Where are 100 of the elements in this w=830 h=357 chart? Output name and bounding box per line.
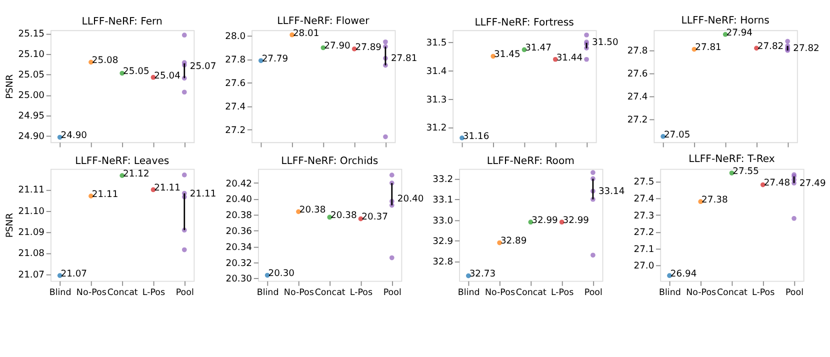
data-label: 24.90: [60, 130, 88, 142]
data-label: 21.11: [92, 188, 118, 200]
x-tick-label: No-Pos: [284, 288, 314, 298]
y-tick-label: 27.3: [634, 210, 654, 222]
y-tick-label: 20.30: [226, 274, 252, 285]
x-tick-label: L-Pos: [550, 288, 574, 298]
data-label: 31.44: [556, 52, 583, 64]
annotation: 27.82: [793, 42, 820, 54]
data-label: 27.81: [695, 42, 722, 54]
x-tick-label: L-Pos: [142, 288, 166, 298]
y-tick-label: 20.34: [226, 242, 252, 253]
x-tick-label: Pool: [176, 288, 194, 298]
y-axis-title: PSNR: [4, 212, 16, 238]
x-tick-label: L-Pos: [752, 288, 776, 298]
y-tick-label: 33.0: [432, 215, 454, 226]
y-tick-label: 25.00: [18, 90, 45, 102]
annotation: 33.14: [598, 186, 625, 197]
y-tick-label: 20.32: [226, 258, 252, 269]
x-tick-label: Blind: [49, 288, 72, 298]
annotation: 21.11: [190, 188, 216, 200]
data-label: 27.94: [726, 27, 753, 38]
annotation: 27.49: [800, 178, 826, 189]
chart-title: LLFF-NeRF: Fern: [82, 16, 162, 28]
y-tick-label: 27.6: [627, 68, 648, 80]
x-tick-label: Pool: [383, 288, 402, 298]
y-tick-label: 27.6: [225, 78, 246, 90]
data-label: 20.30: [268, 268, 295, 280]
x-tick-label: No-Pos: [76, 288, 107, 298]
annotation: 31.50: [592, 37, 618, 48]
x-tick-label: No-Pos: [485, 288, 516, 298]
chart-title: LLFF-NeRF: Fortress: [474, 18, 574, 29]
data-label: 25.04: [154, 70, 181, 82]
data-label: 27.05: [664, 129, 690, 140]
data-label: 21.11: [154, 182, 180, 194]
y-tick-label: 21.07: [18, 269, 45, 280]
data-label: 31.16: [462, 130, 490, 142]
y-tick-label: 32.8: [432, 256, 454, 268]
y-tick-label: 20.40: [226, 194, 252, 206]
x-tick-label: Concat: [107, 288, 138, 298]
annotation: 27.81: [390, 53, 418, 64]
x-tick-label: Pool: [785, 288, 804, 298]
y-tick-label: 20.38: [226, 210, 252, 222]
chart-title: LLFF-NeRF: Orchids: [281, 156, 378, 168]
y-tick-label: 32.9: [432, 236, 454, 247]
y-tick-label: 27.8: [225, 54, 246, 66]
y-tick-label: 25.15: [18, 28, 45, 40]
y-axis-title: PSNR: [4, 74, 16, 99]
y-tick-label: 27.2: [225, 124, 246, 136]
y-tick-label: 31.3: [426, 94, 447, 106]
chart-title: LLFF-NeRF: Leaves: [75, 156, 170, 168]
y-tick-label: 25.05: [18, 70, 45, 81]
y-tick-label: 27.2: [627, 114, 648, 126]
data-label: 32.89: [500, 236, 527, 247]
data-label: 32.99: [532, 215, 558, 226]
data-label: 27.90: [324, 40, 351, 52]
data-label: 31.47: [525, 42, 552, 54]
chart-title: LLFF-NeRF: Room: [486, 156, 574, 168]
y-tick-label: 27.0: [634, 260, 654, 272]
y-tick-label: 31.2: [426, 122, 447, 134]
y-tick-label: 27.2: [634, 227, 654, 238]
data-label: 21.12: [123, 168, 150, 180]
y-tick-label: 28.0: [225, 31, 246, 42]
y-tick-label: 27.4: [627, 92, 648, 103]
x-tick-label: Blind: [659, 288, 681, 298]
y-tick-label: 21.10: [18, 206, 45, 217]
data-label: 20.37: [362, 212, 388, 223]
y-tick-label: 27.4: [225, 102, 246, 113]
annotation: 20.40: [397, 194, 424, 205]
x-tick-label: Blind: [256, 288, 279, 298]
x-tick-label: L-Pos: [350, 288, 373, 298]
x-tick-label: Concat: [516, 288, 547, 298]
data-label: 20.38: [330, 210, 357, 222]
y-tick-label: 21.08: [18, 248, 45, 260]
y-tick-label: 33.2: [432, 174, 454, 185]
y-tick-label: 27.8: [627, 46, 648, 57]
y-tick-label: 21.11: [18, 184, 45, 196]
y-tick-label: 24.95: [18, 110, 45, 122]
data-label: 27.89: [355, 42, 382, 53]
data-label: 25.05: [123, 66, 150, 78]
y-tick-label: 33.1: [432, 194, 454, 206]
data-label: 31.45: [494, 49, 520, 60]
data-label: 26.94: [670, 268, 697, 280]
annotation: 25.07: [190, 61, 216, 72]
y-tick-label: 20.42: [226, 178, 252, 190]
data-label: 25.08: [92, 55, 118, 66]
chart-title: LLFF-NeRF: T-Rex: [688, 154, 775, 165]
data-label: 21.07: [60, 268, 88, 280]
y-tick-label: 27.4: [634, 193, 654, 204]
data-label: 28.01: [292, 28, 320, 39]
data-label: 20.38: [299, 204, 326, 216]
x-tick-label: Pool: [584, 288, 602, 298]
data-label: 27.82: [757, 41, 784, 52]
chart-title: LLFF-NeRF: Flower: [277, 16, 370, 27]
x-tick-label: Concat: [314, 288, 346, 298]
x-tick-label: No-Pos: [686, 288, 717, 298]
data-label: 32.73: [469, 268, 496, 280]
x-tick-label: Blind: [458, 288, 480, 298]
y-tick-label: 20.36: [226, 226, 252, 237]
y-tick-label: 21.09: [18, 227, 45, 238]
data-label: 32.99: [562, 215, 590, 226]
